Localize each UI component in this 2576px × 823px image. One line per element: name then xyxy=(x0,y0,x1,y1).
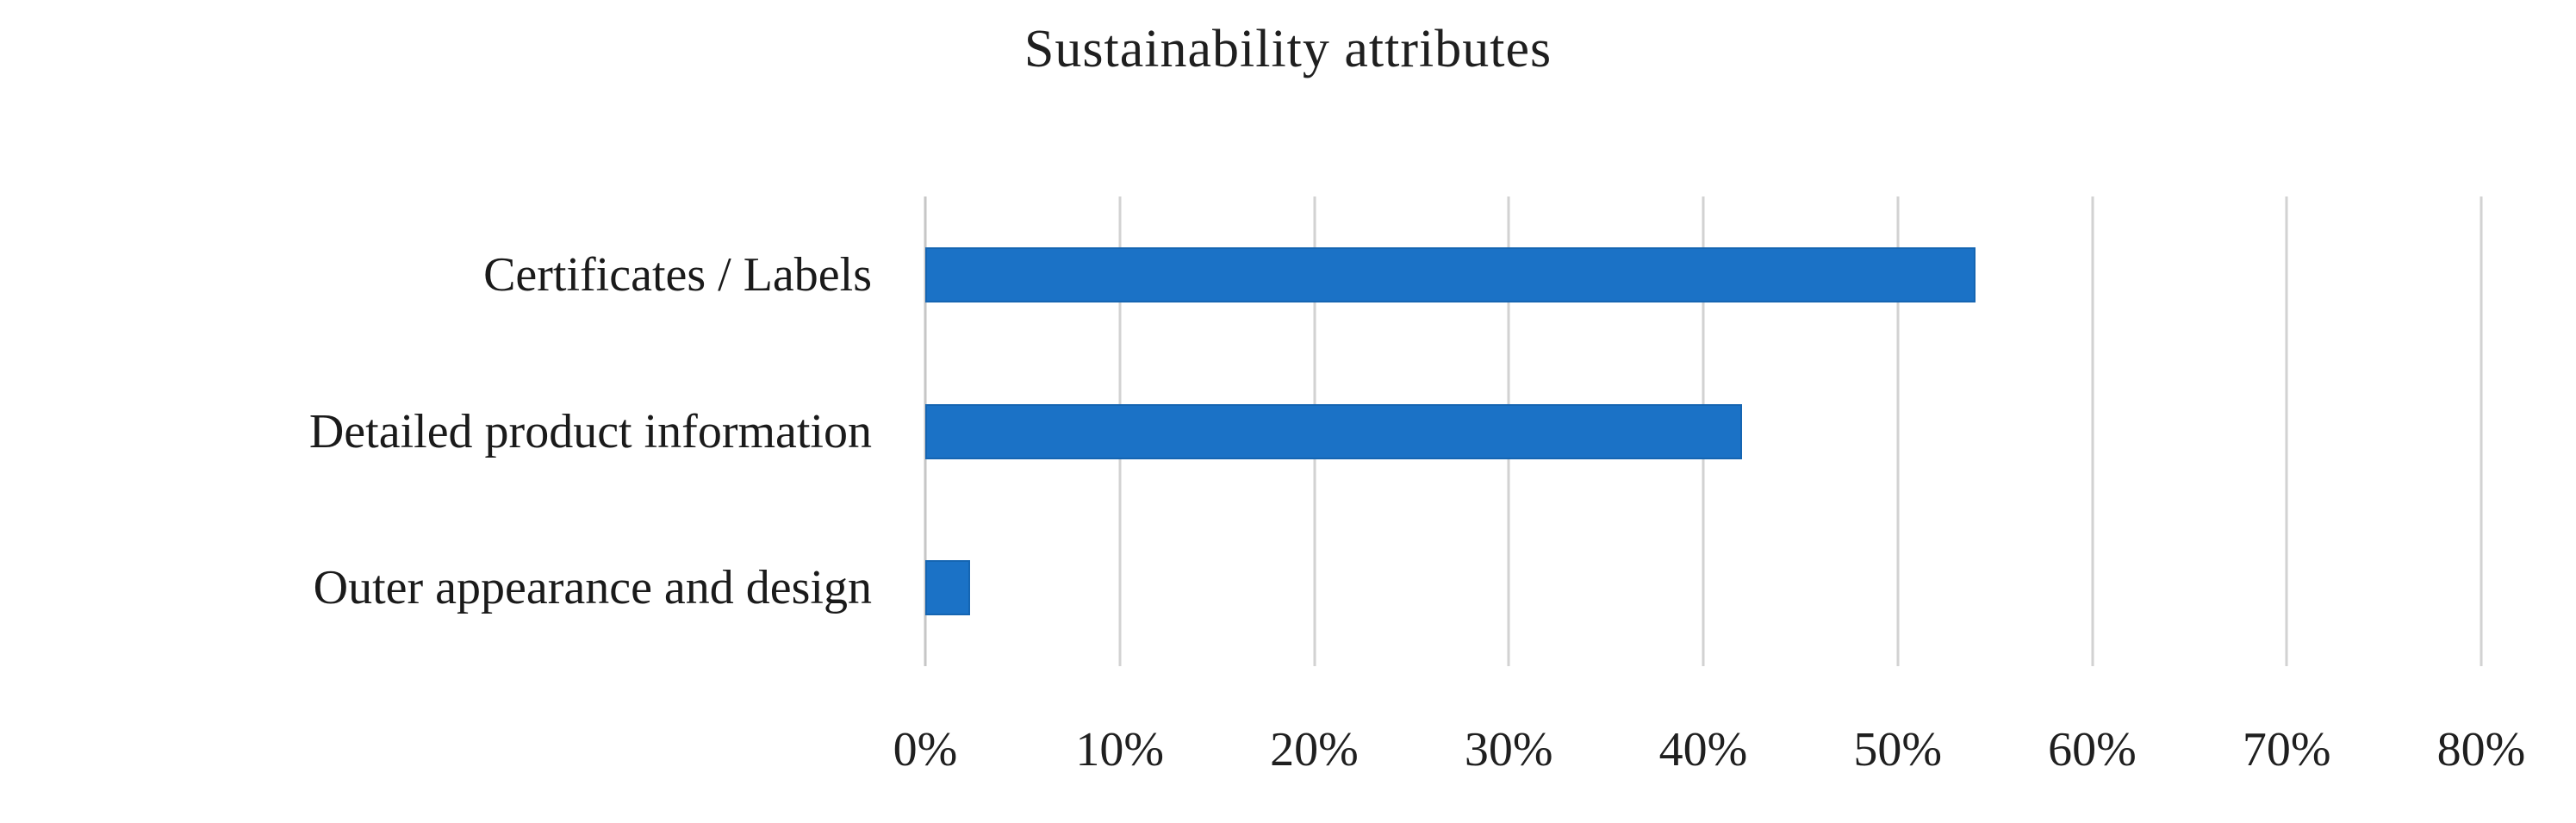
bar-outer-appearance-and-design xyxy=(925,560,970,616)
x-tick-label: 50% xyxy=(1853,723,1943,776)
category-label: Outer appearance and design xyxy=(313,561,872,615)
x-tick-label: 60% xyxy=(2048,723,2137,776)
gridline xyxy=(2285,196,2288,666)
x-tick-label: 20% xyxy=(1270,723,1359,776)
x-tick-label: 40% xyxy=(1658,723,1748,776)
bar-certificates-labels xyxy=(925,246,1976,302)
category-label: Detailed product information xyxy=(308,404,872,458)
plot-area xyxy=(924,196,2483,666)
x-tick-label: 80% xyxy=(2436,723,2526,776)
x-tick-label: 70% xyxy=(2242,723,2331,776)
category-label: Certificates / Labels xyxy=(483,247,872,302)
gridline xyxy=(1896,196,1900,666)
gridline xyxy=(2091,196,2094,666)
x-tick-label: 30% xyxy=(1464,723,1553,776)
x-tick-label: 0% xyxy=(893,723,958,776)
bar-detailed-product-information xyxy=(925,403,1743,459)
gridline xyxy=(2480,196,2483,666)
x-tick-label: 10% xyxy=(1075,723,1165,776)
chart-title: Sustainability attributes xyxy=(1024,20,1552,78)
